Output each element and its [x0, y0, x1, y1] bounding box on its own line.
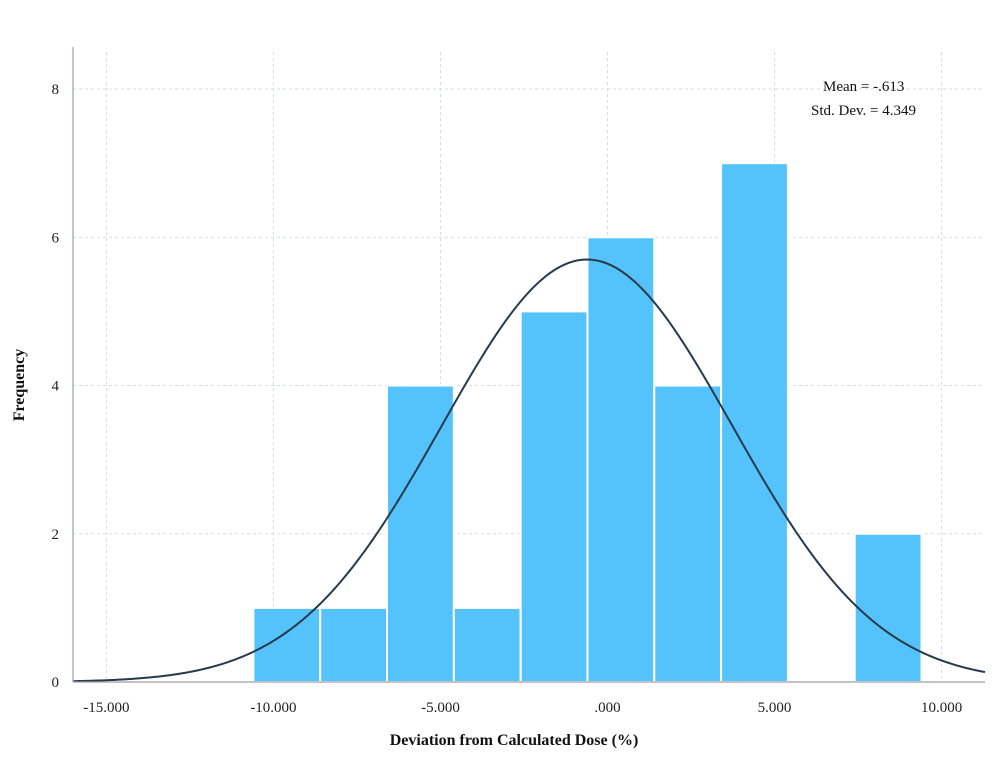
x-tick-label: .000 [594, 700, 620, 716]
x-tick-label: -5.000 [421, 700, 460, 716]
x-tick-label: -10.000 [250, 700, 296, 716]
histogram-bar [252, 606, 322, 683]
stat-std-dev: Std. Dev. = 4.349 [811, 103, 916, 119]
histogram-bar [319, 606, 389, 683]
histogram-bar [720, 162, 789, 684]
y-axis-title: Frequency [11, 349, 28, 422]
x-axis-title: Deviation from Calculated Dose (%) [390, 732, 639, 749]
axes [72, 47, 985, 683]
y-tick-label: 4 [52, 379, 60, 395]
histogram-bar [853, 532, 923, 683]
x-tick-label: 5.000 [758, 700, 792, 716]
stat-mean: Mean = -.613 [823, 79, 904, 95]
y-tick-label: 8 [52, 82, 60, 98]
histogram-bar [653, 384, 723, 683]
histogram-bar [519, 310, 589, 683]
y-tick-label: 6 [52, 230, 60, 246]
histogram-bars [252, 162, 923, 684]
x-tick-labels: -15.000 -10.000 -5.000 .000 5.000 10.000 [83, 700, 962, 716]
x-tick-label: -15.000 [83, 700, 129, 716]
histogram-bar [386, 384, 455, 683]
y-tick-labels: 0 2 4 6 8 [52, 82, 60, 691]
histogram-bar [452, 606, 522, 683]
normal-curve [72, 258, 986, 683]
y-tick-label: 0 [52, 675, 60, 691]
normal-curve-layer [72, 258, 986, 683]
x-tick-label: 10.000 [921, 700, 962, 716]
y-tick-label: 2 [52, 527, 60, 543]
histogram-bar [586, 236, 656, 683]
